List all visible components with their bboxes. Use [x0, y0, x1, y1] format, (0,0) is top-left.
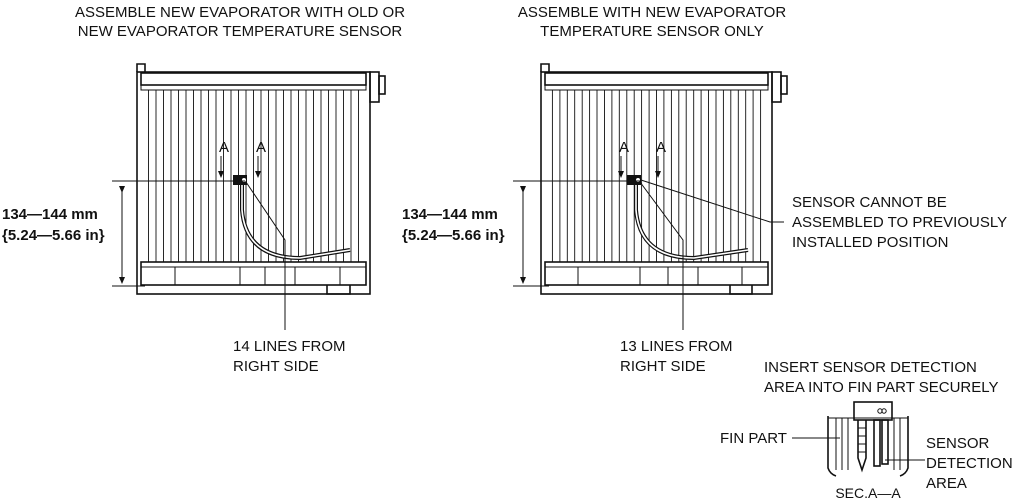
sensor-area-line-1: SENSOR — [926, 435, 990, 452]
left-callout-line-1: 14 LINES FROM — [233, 338, 346, 355]
left-dim-in: {5.24—5.66 in} — [2, 227, 105, 244]
left-callout-leader — [245, 181, 286, 330]
section-label: SEC.A—A — [835, 485, 901, 501]
right-fin-lines — [551, 90, 762, 262]
right-section-mark-1: A — [619, 139, 629, 156]
left-title-line-2: NEW EVAPORATOR TEMPERATURE SENSOR — [78, 23, 403, 40]
right-evaporator — [540, 63, 788, 295]
left-section-mark-2: A — [256, 139, 266, 156]
right-callout-line-1: 13 LINES FROM — [620, 338, 733, 355]
right-note-leader — [640, 179, 784, 223]
sensor-area-line-2: DETECTION — [926, 455, 1013, 472]
section-detail: INSERT SENSOR DETECTION AREA INTO FIN PA… — [720, 359, 1013, 501]
left-dim-mm: 134—144 mm — [2, 206, 98, 223]
right-title-line-2: TEMPERATURE SENSOR ONLY — [540, 23, 764, 40]
right-section-mark-2: A — [656, 139, 666, 156]
left-callout-line-2: RIGHT SIDE — [233, 358, 319, 375]
left-section-mark-1: A — [219, 139, 229, 156]
left-fin-lines — [148, 90, 359, 262]
right-callout-line-2: RIGHT SIDE — [620, 358, 706, 375]
detail-title-line-1: INSERT SENSOR DETECTION — [764, 359, 977, 376]
right-panel: ASSEMBLE WITH NEW EVAPORATOR TEMPERATURE… — [402, 4, 1007, 375]
detail-cross-section — [827, 401, 909, 477]
right-dim-mm: 134—144 mm — [402, 206, 498, 223]
right-note-line-2: ASSEMBLED TO PREVIOUSLY — [792, 214, 1007, 231]
left-panel: ASSEMBLE NEW EVAPORATOR WITH OLD OR NEW … — [2, 4, 405, 375]
right-note-line-3: INSTALLED POSITION — [792, 234, 948, 251]
right-title-line-1: ASSEMBLE WITH NEW EVAPORATOR — [518, 4, 787, 21]
detail-title-line-2: AREA INTO FIN PART SECURELY — [764, 379, 999, 396]
right-note-line-1: SENSOR CANNOT BE — [792, 194, 947, 211]
right-callout-leader — [639, 181, 684, 330]
left-evaporator — [136, 63, 386, 295]
right-sensor — [627, 175, 749, 261]
left-title-line-1: ASSEMBLE NEW EVAPORATOR WITH OLD OR — [75, 4, 405, 21]
fin-part-label: FIN PART — [720, 430, 787, 447]
left-sensor — [233, 175, 351, 261]
sensor-area-line-3: AREA — [926, 475, 967, 492]
right-dim-in: {5.24—5.66 in} — [402, 227, 505, 244]
